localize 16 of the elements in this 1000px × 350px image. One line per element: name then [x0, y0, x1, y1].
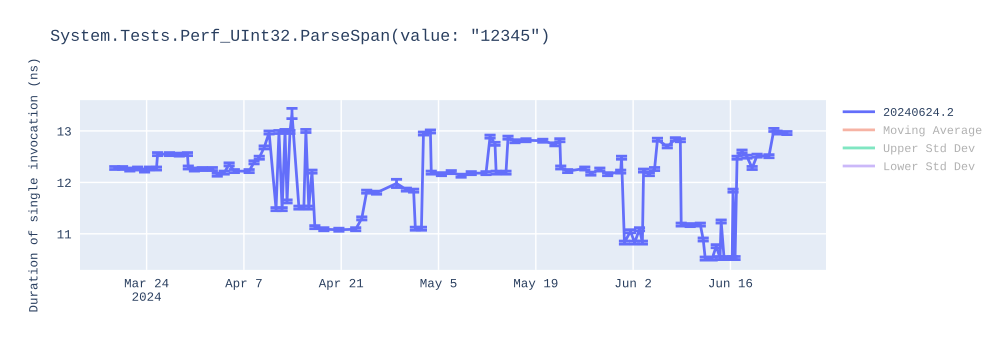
chart-title: System.Tests.Perf_UInt32.ParseSpan(value: "12345") [50, 28, 548, 44]
x-tick-label: Jun 2 [615, 278, 651, 288]
x-tick-label: May 5 [420, 279, 456, 290]
y-tick-label: 13 [58, 127, 71, 136]
legend-label: Moving Average [884, 125, 982, 136]
legend-label: 20240624.2 [884, 108, 954, 116]
y-tick-label: 12 [58, 178, 71, 187]
x-tick-label: Apr 7 [225, 279, 262, 290]
legend-label: Lower Std Dev [884, 162, 975, 170]
x-tick-label: Jun 16 [709, 278, 752, 288]
x-tick-label: May 19 [514, 278, 558, 290]
legend-label: Upper Std Dev [884, 144, 975, 155]
x-tick-label: Mar 24 2024 [124, 278, 168, 301]
y-tick-label: 11 [58, 230, 72, 238]
y-axis-title: Duration of single invocation (ns) [28, 60, 40, 312]
x-tick-label: Apr 21 [318, 278, 364, 290]
